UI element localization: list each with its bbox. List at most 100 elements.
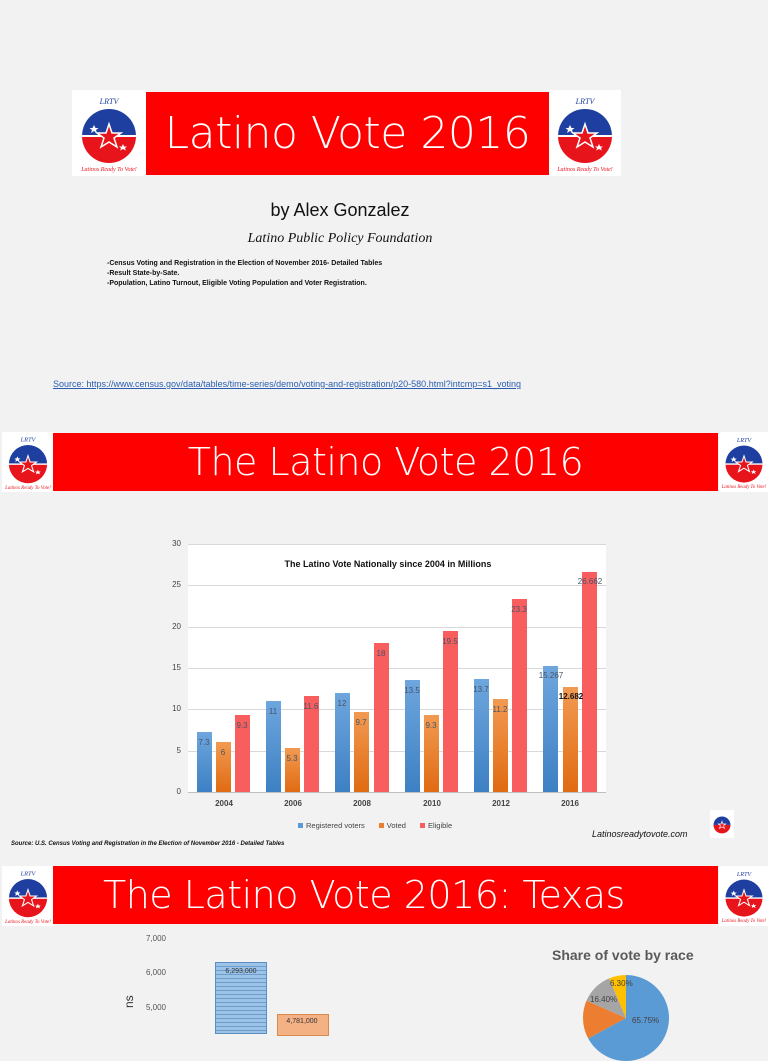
bar-label: 6,293,000 — [225, 968, 257, 975]
organization-name: Latino Public Policy Foundation — [247, 231, 433, 246]
bar-voted — [424, 715, 439, 792]
bar-label: 11.6 — [303, 702, 319, 711]
legend-eligible: Eligible — [419, 821, 453, 830]
legend-registered: Registered voters — [298, 821, 365, 830]
bar-label: 18 — [376, 649, 386, 658]
bar-label: 6 — [220, 748, 226, 757]
bar-label: 11 — [268, 707, 278, 716]
lrtv-logo-right: LRTV Latinos Ready To Vote! — [719, 866, 768, 926]
svg-text:Latinos Ready To Vote!: Latinos Ready To Vote! — [556, 167, 613, 173]
svg-text:LRTV: LRTV — [20, 870, 37, 877]
bar-voted — [285, 748, 300, 792]
svg-text:Latinos Ready To Vote!: Latinos Ready To Vote! — [4, 920, 51, 925]
bar-label: 7.3 — [198, 738, 210, 747]
census-source-link[interactable]: Source: https://www.census.gov/data/tabl… — [53, 379, 521, 389]
bar-label: 11.2 — [492, 705, 508, 714]
x-tick: 2012 — [492, 799, 510, 808]
svg-text:LRTV: LRTV — [99, 97, 120, 106]
bar-registered — [474, 679, 489, 792]
bar-eligible — [582, 572, 597, 792]
lrtv-logo-left: LRTV Latinos Ready To Vote! — [2, 432, 54, 492]
bar-label: 12.682 — [558, 692, 584, 701]
bar-registered — [335, 693, 350, 792]
pie-label: 65.75% — [632, 1016, 660, 1025]
y-tick: 5 — [176, 746, 181, 755]
slide-3-title-banner: The Latino Vote 2016: Texas — [53, 866, 718, 924]
slide-2-title: The Latino Vote 2016 — [187, 440, 584, 484]
slide-1-title-banner: Latino Vote 2016 — [146, 92, 549, 175]
bar-voted — [354, 712, 369, 792]
note-line: -Census Voting and Registration in the E… — [107, 260, 383, 267]
chart-legend: Registered voters Voted Eligible — [298, 821, 452, 830]
lrtv-logo-left: LRTV Latinos Ready To Vote! — [2, 866, 54, 926]
legend-swatch-icon — [378, 823, 384, 828]
y-axis-label: ns — [122, 995, 136, 1008]
x-tick: 2004 — [215, 799, 233, 808]
bar-label: 23.3 — [511, 605, 527, 614]
author-name: by Alex Gonzalez — [270, 200, 410, 220]
census-source-note: Source: U.S. Census Voting and Registrat… — [11, 841, 285, 847]
slide-3-title: The Latino Vote 2016: Texas — [103, 873, 625, 917]
lrtv-logo-icon: LRTV Latinos Ready To Vote! — [4, 870, 51, 925]
x-tick: 2016 — [561, 799, 579, 808]
lrtv-logo-small — [710, 810, 734, 838]
bar-texas-1 — [215, 962, 267, 1034]
lrtv-logo-right: LRTV Latinos Ready To Vote! — [549, 90, 621, 176]
y-tick: 5,000 — [145, 1003, 166, 1012]
note-line: -Population, Latino Turnout, Eligible Vo… — [107, 280, 367, 287]
svg-text:Latinos Ready To Vote!: Latinos Ready To Vote! — [4, 486, 51, 491]
legend-voted: Voted — [378, 821, 406, 830]
lrtv-logo-left: LRTV Latinos Ready To Vote! — [72, 90, 146, 176]
lrtv-logo-icon: LRTV Latinos Ready To Vote! — [720, 872, 766, 924]
bar-registered — [405, 680, 420, 792]
lrtv-logo-icon: LRTV Latinos Ready To Vote! — [720, 438, 766, 490]
bar-voted — [493, 699, 508, 792]
y-tick: 0 — [176, 787, 181, 796]
bar-label: 4,781,000 — [286, 1018, 318, 1025]
legend-label: Eligible — [427, 821, 453, 830]
svg-text:Latinos Ready To Vote!: Latinos Ready To Vote! — [80, 167, 137, 173]
legend-swatch-icon — [298, 823, 303, 828]
y-tick: 10 — [172, 704, 181, 713]
slide-1-notes: -Census Voting and Registration in the E… — [107, 259, 527, 289]
pie-label: 16.40% — [590, 995, 618, 1004]
svg-text:LRTV: LRTV — [20, 436, 37, 443]
svg-text:Latinos Ready To Vote!: Latinos Ready To Vote! — [720, 485, 766, 490]
lrtv-logo-icon: LRTV Latinos Ready To Vote! — [556, 97, 613, 173]
bar-label: 15.267 — [538, 671, 564, 680]
bar-label: 26.662 — [577, 577, 603, 586]
bar-registered — [266, 701, 281, 792]
x-tick: 2010 — [423, 799, 441, 808]
svg-text:LRTV: LRTV — [575, 97, 596, 106]
bar-eligible — [512, 599, 527, 792]
legend-label: Voted — [386, 821, 406, 830]
y-tick: 20 — [172, 622, 181, 631]
bar-label: 12 — [337, 699, 347, 708]
x-tick: 2006 — [284, 799, 302, 808]
website-label: Latinosreadytovote.com — [592, 829, 688, 839]
legend-swatch-icon — [419, 823, 425, 828]
bar-label: 19.5 — [442, 637, 458, 646]
legend-label: Registered voters — [306, 821, 365, 830]
y-tick: 15 — [172, 663, 181, 672]
svg-text:LRTV: LRTV — [735, 438, 752, 444]
bar-voted — [563, 687, 578, 792]
lrtv-logo-icon: LRTV Latinos Ready To Vote! — [4, 436, 51, 491]
bar-label: 13.7 — [473, 685, 489, 694]
svg-text:Latinos Ready To Vote!: Latinos Ready To Vote! — [720, 919, 766, 924]
bar-label: 9.7 — [355, 718, 367, 727]
y-tick: 30 — [172, 539, 181, 548]
lrtv-logo-icon: LRTV Latinos Ready To Vote! — [80, 97, 137, 173]
y-tick: 7,000 — [145, 934, 166, 943]
bar-label: 5.3 — [286, 754, 298, 763]
lrtv-logo-right: LRTV Latinos Ready To Vote! — [719, 432, 768, 492]
bar-label: 9.3 — [236, 721, 248, 730]
bar-label: 13.5 — [404, 686, 420, 695]
svg-text:LRTV: LRTV — [735, 872, 752, 878]
x-tick: 2008 — [353, 799, 371, 808]
note-line: -Result State-by-Sate. — [107, 270, 180, 277]
bar-eligible — [374, 643, 389, 792]
bar-eligible — [235, 715, 250, 792]
pie-title: Share of vote by race — [552, 947, 694, 963]
bar-label: 9.3 — [425, 721, 437, 730]
